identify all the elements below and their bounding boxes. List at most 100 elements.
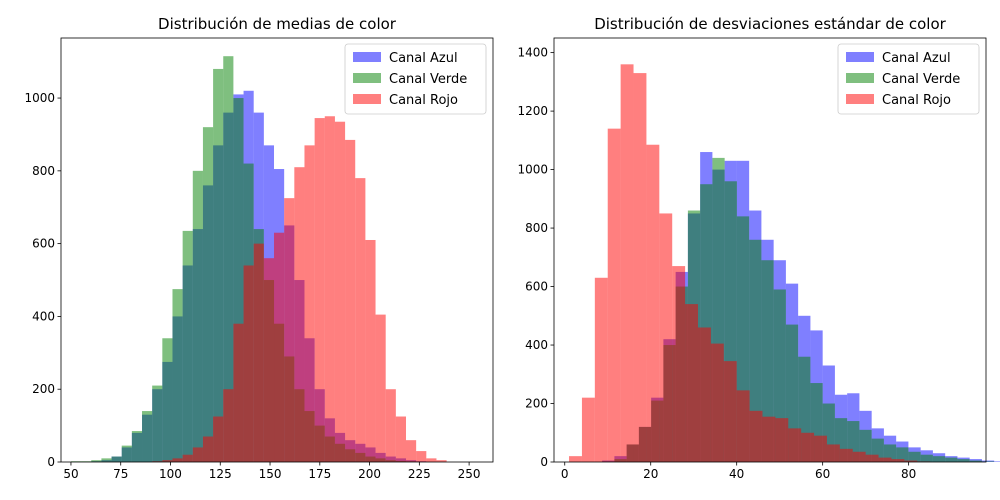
legend-label: Canal Rojo: [389, 93, 458, 108]
histogram-bar: [775, 418, 789, 462]
legend: Canal Azul Canal Verde Canal Rojo: [837, 43, 980, 115]
histogram-bar: [324, 116, 335, 462]
histogram-bar: [852, 451, 866, 462]
histogram-bar: [891, 459, 905, 462]
histogram-bar: [182, 454, 193, 462]
histogram-bar: [172, 289, 183, 462]
histogram-bar: [672, 266, 686, 462]
histogram-bar: [607, 128, 621, 462]
histogram-bar: [223, 56, 234, 462]
histogram-bar: [182, 230, 193, 462]
histogram-bar: [932, 456, 946, 462]
histogram-bar: [233, 98, 244, 463]
series-canal-rojo: [152, 116, 447, 463]
legend-label: Canal Verde: [882, 72, 960, 87]
histogram-bar: [406, 440, 417, 462]
y-tick-label: 1200: [517, 104, 548, 118]
x-tick-label: 100: [159, 467, 182, 481]
histogram-bar: [202, 127, 214, 463]
histogram-bar: [294, 167, 305, 462]
histogram-bar: [878, 457, 892, 462]
histogram-bar: [395, 416, 406, 462]
histogram-bar: [426, 458, 437, 462]
histogram-bar: [761, 260, 774, 462]
y-tick-label: 1000: [24, 91, 55, 105]
histogram-bar: [801, 432, 815, 462]
histogram-bar: [304, 145, 315, 463]
panel-color-stddevs: 0 20 40 60 800200400600800100012001400Distri…: [517, 15, 1000, 481]
histogram-bar: [162, 460, 173, 462]
x-tick-label: 200: [358, 467, 381, 481]
histogram-bar: [920, 454, 933, 462]
chart-title: Distribución de desviaciones estándar de…: [594, 15, 946, 33]
histogram-bar: [723, 361, 737, 462]
x-tick-label: 75: [113, 467, 128, 481]
legend-label: Canal Rojo: [882, 93, 951, 108]
histogram-bar: [788, 428, 802, 462]
x-tick-label: 0: [561, 467, 569, 481]
y-tick-label: 1400: [517, 46, 548, 60]
histogram-bar: [385, 389, 396, 462]
legend-swatch: [353, 94, 381, 104]
histogram-bar: [253, 243, 264, 462]
y-tick-label: 0: [47, 455, 55, 469]
histogram-bar: [945, 457, 958, 462]
y-tick-label: 800: [32, 164, 55, 178]
histogram-bar: [284, 198, 295, 462]
x-tick-label: 175: [308, 467, 331, 481]
y-tick-label: 1000: [517, 163, 548, 177]
histogram-bar: [213, 68, 224, 462]
histogram-bar: [908, 451, 921, 462]
histogram-bar: [152, 385, 163, 462]
x-tick-label: 150: [259, 467, 282, 481]
histogram-bar: [569, 456, 582, 462]
legend-swatch: [353, 73, 381, 83]
legend: Canal Azul Canal Verde Canal Rojo: [344, 43, 487, 115]
panel-color-means: 50 75 100 125 150 175 200 225 250 0 200 400 600 800 10…: [24, 15, 494, 481]
histogram-bar: [345, 139, 356, 462]
histogram-bar: [131, 431, 143, 462]
histogram-bar: [981, 461, 995, 462]
x-tick-label: 80: [901, 467, 916, 481]
histogram-bar: [355, 178, 366, 462]
y-tick-label: 600: [32, 237, 55, 251]
legend-swatch: [846, 52, 874, 62]
x-tick-label: 60: [815, 467, 830, 481]
histogram-bar: [969, 460, 982, 462]
histogram-bar: [749, 410, 763, 462]
histogram-bar: [202, 436, 214, 462]
histogram-bar: [274, 232, 285, 462]
histogram-bar: [436, 460, 447, 462]
histogram-bar: [969, 459, 982, 462]
histogram-bar: [581, 397, 595, 462]
legend-swatch: [846, 73, 874, 83]
histogram-bar: [375, 314, 386, 462]
legend-swatch: [353, 52, 381, 62]
histogram-bar: [416, 451, 427, 462]
x-tick-label: 50: [63, 467, 78, 481]
histogram-bar: [243, 265, 254, 462]
histogram-bar: [659, 213, 673, 462]
histogram-bar: [263, 258, 275, 462]
y-tick-label: 200: [525, 397, 548, 411]
series-canal-rojo: [569, 64, 931, 463]
y-tick-label: 0: [540, 455, 548, 469]
histogram-bar: [620, 64, 634, 462]
histogram-bar: [172, 458, 183, 462]
histogram-bar: [994, 461, 1000, 462]
histogram-bar: [785, 324, 799, 462]
histogram-bar: [594, 277, 608, 462]
plot-frame: [60, 37, 494, 463]
y-tick-label: 600: [525, 280, 548, 294]
histogram-bar: [749, 239, 762, 462]
x-tick-label: 20: [643, 467, 658, 481]
y-tick-label: 800: [525, 221, 548, 235]
legend-label: Canal Verde: [389, 72, 467, 87]
histogram-bar: [162, 338, 173, 462]
histogram-bar: [633, 73, 647, 462]
histogram-bar: [865, 454, 879, 462]
histogram-bar: [957, 459, 970, 462]
histogram-bar: [101, 458, 112, 462]
histogram-bar: [192, 170, 203, 462]
